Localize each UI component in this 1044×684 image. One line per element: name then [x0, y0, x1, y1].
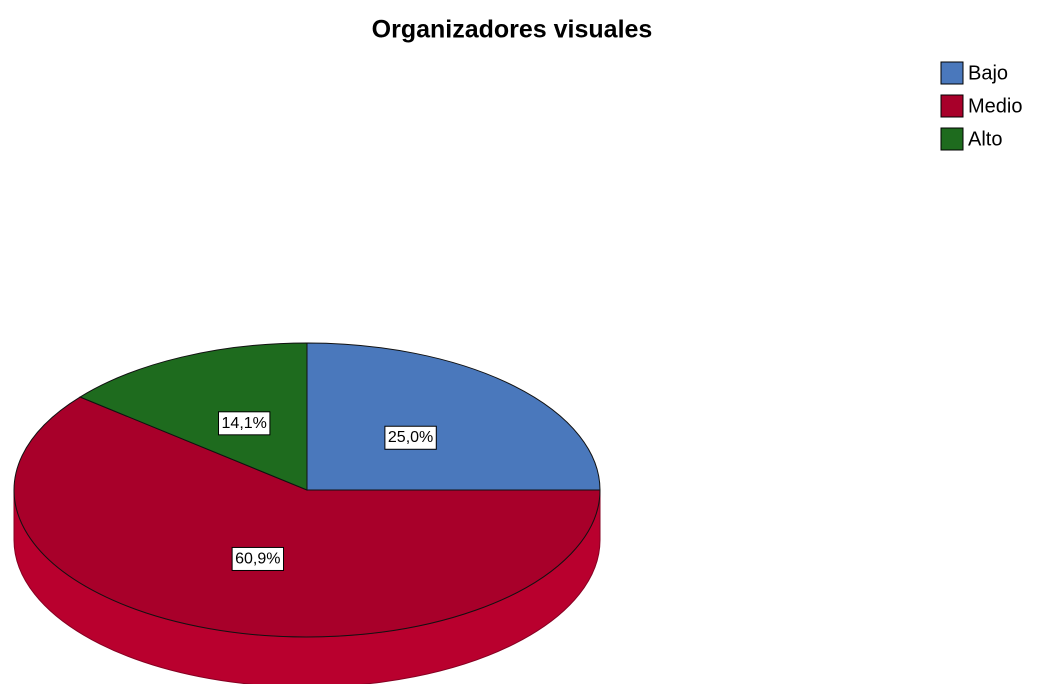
slice	[306, 342, 601, 491]
value-label: 14,1%	[222, 415, 267, 432]
value-label: 60,9%	[235, 550, 280, 567]
legend-swatch	[940, 61, 964, 85]
legend-swatch	[940, 127, 964, 151]
value-label-box	[384, 425, 437, 450]
legend-label: Medio	[968, 95, 1022, 117]
value-label-box	[231, 546, 284, 571]
slice	[78, 342, 308, 491]
legend-label: Alto	[968, 128, 1002, 150]
chart-title: Organizadores visuales	[372, 16, 653, 44]
value-label-box	[218, 411, 271, 436]
legend-swatch	[940, 94, 964, 118]
legend-label: Bajo	[968, 62, 1008, 84]
value-label: 25,0%	[388, 429, 433, 446]
slice	[13, 396, 601, 638]
